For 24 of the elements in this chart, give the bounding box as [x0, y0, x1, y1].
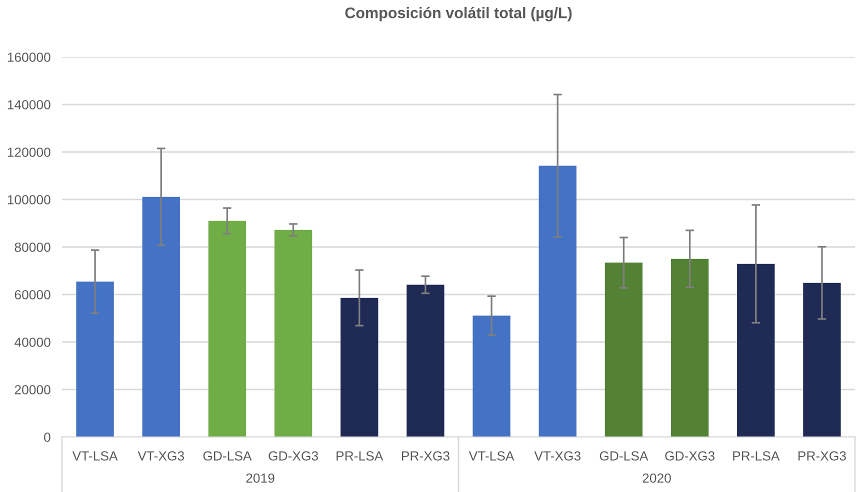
x-tick-label: GD-LSA — [600, 451, 648, 461]
y-tick-label: 0 — [44, 432, 50, 442]
x-tick-label: VT-XG3 — [534, 451, 581, 461]
x-tick-label: PR-XG3 — [402, 451, 450, 461]
x-tick-label: PR-LSA — [336, 451, 384, 461]
x-tick-label: PR-LSA — [733, 451, 780, 461]
x-tick-label: PR-XG3 — [798, 451, 846, 461]
x-tick-label: VT-LSA — [72, 451, 118, 461]
text: 2020 — [642, 473, 671, 483]
y-tick-label: 140000 — [8, 100, 50, 110]
x-tick-label: VT-LSA — [468, 451, 514, 461]
y-tick-label: 40000 — [14, 338, 50, 347]
text: 2019 — [246, 473, 274, 483]
y-tick-label: 160000 — [8, 52, 50, 62]
y-tick-label: 20000 — [14, 385, 50, 394]
x-tick-label: VT-XG3 — [138, 451, 184, 461]
y-tick-label: 80000 — [14, 242, 50, 252]
x-tick-label: GD-XG3 — [268, 451, 318, 461]
x-tick-label: GD-XG3 — [665, 451, 715, 461]
y-tick-label: 60000 — [14, 290, 50, 300]
y-tick-label: 100000 — [8, 195, 50, 204]
y-tick-label: 120000 — [8, 148, 50, 157]
chart-title: Composición volátil total (µg/L) — [345, 6, 572, 22]
x-tick-label: GD-LSA — [203, 451, 252, 461]
